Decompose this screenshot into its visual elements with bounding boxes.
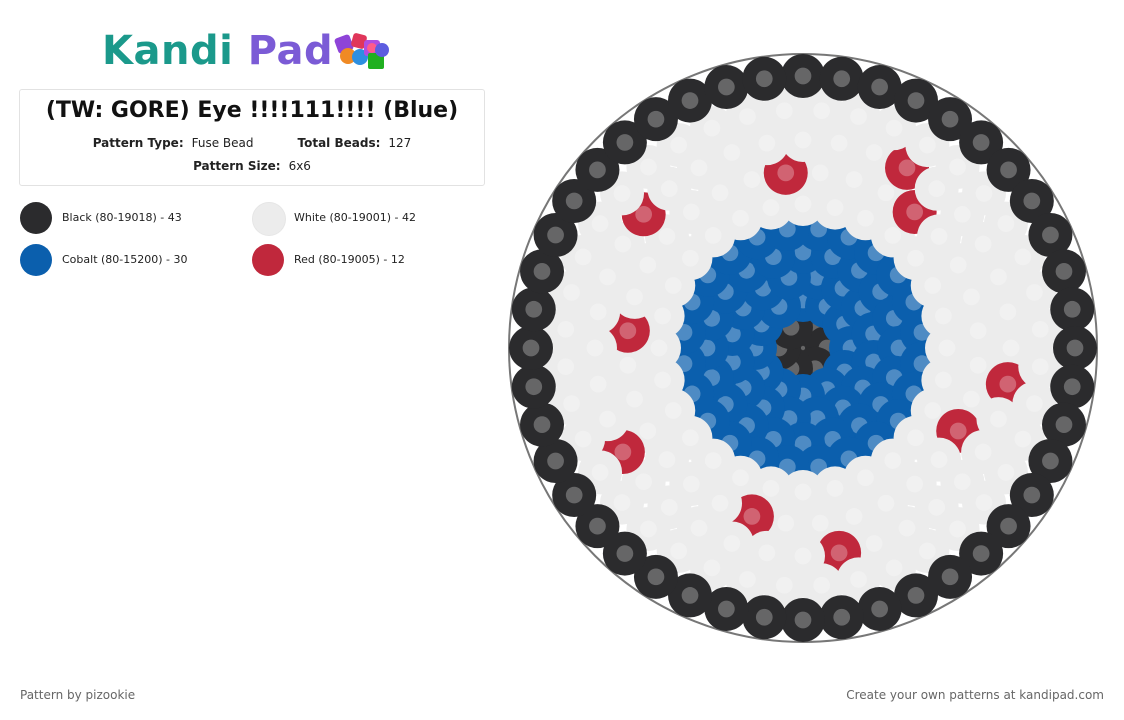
bead <box>819 56 864 101</box>
logo-text-kandi: Kandi <box>102 28 234 74</box>
bead <box>819 595 864 640</box>
bead <box>552 178 597 223</box>
bead <box>709 521 754 566</box>
bead <box>668 573 713 618</box>
bead <box>986 147 1031 192</box>
bead <box>959 120 1004 165</box>
bead <box>893 573 938 618</box>
bead <box>893 78 938 123</box>
legend-label: Red (80-19005) - 12 <box>294 253 405 266</box>
white-swatch-icon <box>252 202 286 236</box>
total-beads-value: 127 <box>388 136 412 150</box>
red-swatch-icon <box>252 244 284 276</box>
legend-label: White (80-19001) - 42 <box>294 211 416 224</box>
bead <box>857 65 902 110</box>
bead-pattern-canvas <box>508 53 1098 643</box>
pattern-type-value: Fuse Bead <box>191 136 254 150</box>
pattern-size-value: 6x6 <box>288 159 311 173</box>
logo-wordmark: Kandi Pad <box>102 28 333 74</box>
bead <box>742 56 787 101</box>
bead <box>520 402 565 447</box>
pattern-info-card: (TW: GORE) Eye !!!!111!!!! (Blue) Patter… <box>19 89 485 186</box>
bead <box>1050 287 1095 332</box>
bead <box>928 554 973 599</box>
bead <box>762 563 807 608</box>
bead <box>1041 249 1086 294</box>
kandi-pad-logo[interactable]: Kandi Pad <box>102 26 412 76</box>
bead <box>1041 402 1086 447</box>
legend-item-red: Red (80-19005) - 12 <box>252 244 482 278</box>
bead <box>533 438 578 483</box>
bead <box>1009 473 1054 518</box>
cobalt-swatch-icon <box>20 244 52 276</box>
bead <box>520 249 565 294</box>
bead <box>799 563 844 608</box>
bead <box>511 364 556 409</box>
pattern-meta-row: Pattern Type: Fuse Bead Total Beads: 127 <box>20 136 484 150</box>
logo-text-pad: Pad <box>233 28 334 74</box>
bead <box>543 344 588 389</box>
bead <box>704 586 749 631</box>
pattern-title: (TW: GORE) Eye !!!!111!!!! (Blue) <box>45 98 459 123</box>
legend-label: Cobalt (80-15200) - 30 <box>62 253 188 266</box>
bead <box>552 473 597 518</box>
bead <box>959 531 1004 576</box>
bead <box>533 213 578 258</box>
bead <box>986 504 1031 549</box>
bead <box>928 97 973 142</box>
legend-item-cobalt: Cobalt (80-15200) - 30 <box>20 244 250 278</box>
pattern-author: Pattern by pizookie <box>20 688 136 702</box>
bead <box>575 147 620 192</box>
kandipad-link[interactable]: Create your own patterns at kandipad.com <box>846 688 1104 702</box>
bead <box>602 531 647 576</box>
pattern-size-row: Pattern Size: 6x6 <box>20 159 484 173</box>
bead <box>1050 364 1095 409</box>
bead <box>543 307 588 352</box>
black-swatch-icon <box>20 202 52 234</box>
bead <box>1018 307 1063 352</box>
bead-cubes-icon <box>334 33 389 69</box>
bead <box>668 78 713 123</box>
bead <box>1018 344 1063 389</box>
pattern-size-label: Pattern Size: <box>193 159 281 173</box>
bead <box>762 88 807 133</box>
bead <box>509 326 553 370</box>
bead <box>1009 178 1054 223</box>
bead <box>1053 326 1097 370</box>
bead <box>602 120 647 165</box>
legend-label: Black (80-19018) - 43 <box>62 211 182 224</box>
bead <box>799 88 844 133</box>
bead <box>575 504 620 549</box>
pattern-type-label: Pattern Type: <box>92 136 184 150</box>
bead <box>742 595 787 640</box>
bead <box>633 97 678 142</box>
bead <box>1028 438 1073 483</box>
bead <box>704 65 749 110</box>
bead <box>511 287 556 332</box>
bead <box>857 586 902 631</box>
total-beads-label: Total Beads: <box>297 136 381 150</box>
bead <box>1028 213 1073 258</box>
legend-item-black: Black (80-19018) - 43 <box>20 202 250 236</box>
bead <box>781 54 825 98</box>
legend-item-white: White (80-19001) - 42 <box>252 202 482 236</box>
bead <box>781 598 825 642</box>
bead <box>633 554 678 599</box>
